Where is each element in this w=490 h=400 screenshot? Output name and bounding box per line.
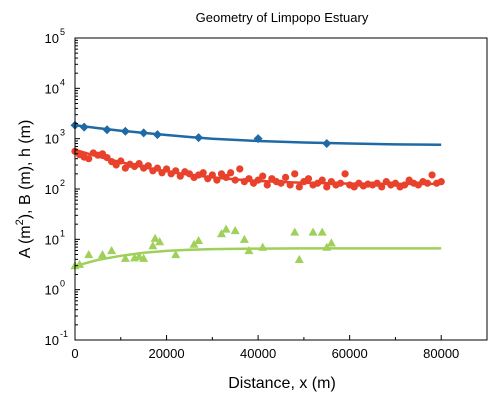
depth-point-19 [244,245,254,255]
depth-point-14 [194,235,204,245]
y-tick-exponent-6: 5 [60,27,65,37]
depth-fit-line [74,247,442,268]
y-tick-label-2: 10 [45,232,59,247]
depth-point-11 [155,237,165,246]
depth-point-2 [84,249,94,259]
x-tick-label-4: 80000 [423,346,459,361]
width-point-67 [378,183,386,191]
x-tick-label-2: 40000 [240,346,276,361]
chart-title: Geometry of Limpopo Estuary [196,10,369,25]
depth-point-13 [189,239,199,248]
y-axis-label-superscript: 2 [14,219,26,225]
width-point-34 [227,169,235,177]
width-point-41 [259,172,267,180]
width-point-54 [318,176,326,184]
width-point-77 [423,179,432,187]
width-point-80 [437,178,445,186]
width-point-14 [135,159,143,168]
width-point-10 [117,157,125,165]
width-point-78 [428,171,436,179]
y-tick-exponent-4: 3 [60,128,65,138]
width-point-30 [208,171,216,179]
depth-point-23 [308,227,318,236]
depth-point-8 [139,253,149,262]
depth-point-18 [239,234,249,243]
depth-point-25 [322,242,332,251]
width-point-31 [213,176,221,184]
y-tick-exponent-2: 1 [60,228,65,238]
x-tick-label-3: 60000 [332,346,368,361]
width-point-72 [401,181,409,189]
width-point-20 [162,165,171,173]
plot-frame [74,37,488,341]
y-axis-label-part-1: A (m [17,225,34,258]
depth-point-17 [230,225,240,235]
area-point-7 [253,134,263,144]
x-tick-label-1: 20000 [148,346,184,361]
area-point-5 [152,130,162,140]
depth-point-10 [150,233,160,242]
depth-point-22 [294,254,304,263]
depth-point-9 [148,241,158,250]
depth-point-3 [97,249,107,259]
depth-point-12 [171,249,181,259]
depth-point-7 [134,251,144,260]
width-point-16 [144,162,152,170]
width-point-22 [172,167,180,175]
width-point-23 [176,172,184,180]
depth-point-21 [290,227,300,236]
width-point-42 [263,181,271,189]
y-axis-label: A (m2), B (m), h (m) [14,120,34,259]
width-point-48 [291,170,299,178]
width-point-45 [277,179,285,187]
area-point-8 [322,139,332,149]
depth-point-26 [326,238,336,247]
width-point-46 [281,173,290,182]
width-point-58 [336,179,345,187]
width-point-49 [295,183,303,191]
y-tick-exponent-1: 0 [60,279,65,289]
area-point-1 [79,122,89,132]
width-point-38 [245,175,253,183]
width-point-35 [231,176,239,184]
depth-point-4 [107,245,117,255]
area-point-6 [194,133,204,143]
width-point-33 [222,173,230,182]
area-point-3 [120,126,130,136]
width-point-55 [323,183,331,191]
y-tick-exponent-5: 4 [60,77,65,87]
depth-point-16 [221,224,231,233]
y-axis-label-part-2: ), B (m), h (m) [17,120,34,220]
series-layer [70,120,445,270]
y-tick-label-5: 10 [45,81,59,96]
depth-point-24 [317,227,327,236]
depth-point-15 [216,229,226,238]
width-point-47 [286,181,294,189]
width-point-28 [199,169,207,177]
y-tick-label-6: 10 [45,31,59,46]
y-tick-label-1: 10 [45,283,59,298]
depth-point-20 [258,242,268,251]
width-point-18 [153,164,161,172]
x-axis-label: Distance, x (m) [228,375,336,392]
y-tick-label-0: 10 [45,333,59,348]
x-tick-label-0: 0 [71,346,78,361]
y-tick-label-4: 10 [45,132,59,147]
y-tick-label-3: 10 [45,182,59,197]
width-point-36 [236,165,244,173]
area-point-4 [139,128,149,138]
width-point-59 [341,170,349,178]
width-point-3 [85,155,93,163]
width-point-51 [304,175,313,183]
y-tick-exponent-3: 2 [60,178,65,188]
x-axis-ticks: 0 20000 40000 60000 80000 [71,335,459,361]
area-point-2 [102,125,112,135]
y-tick-exponent-0: -1 [60,329,68,339]
depth-point-5 [120,253,130,262]
